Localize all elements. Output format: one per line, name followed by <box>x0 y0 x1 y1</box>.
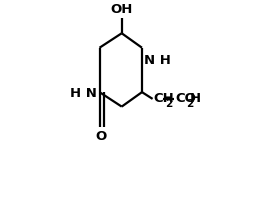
Text: 2: 2 <box>186 99 193 109</box>
Text: CO: CO <box>175 92 196 105</box>
Text: H: H <box>189 92 200 105</box>
Text: CH: CH <box>153 92 174 105</box>
Text: 2: 2 <box>164 99 171 109</box>
Text: OH: OH <box>110 3 132 16</box>
Text: H N: H N <box>69 87 96 100</box>
Text: O: O <box>96 130 107 143</box>
Text: N H: N H <box>143 54 170 67</box>
